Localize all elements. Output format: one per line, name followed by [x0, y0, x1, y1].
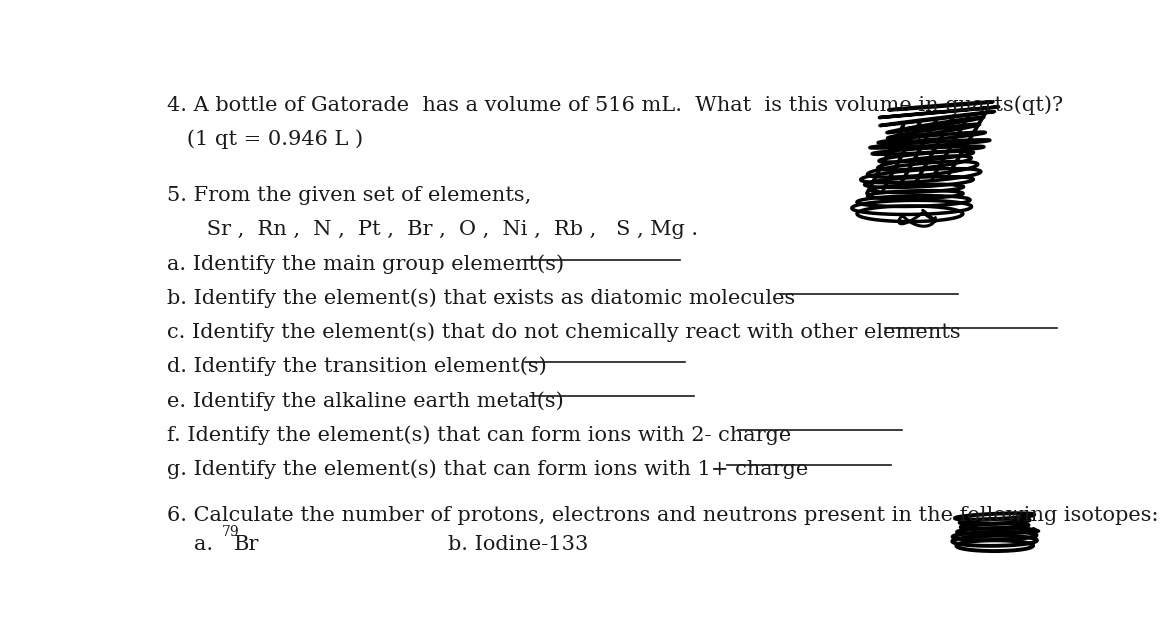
Text: e. Identify the alkaline earth metal(s): e. Identify the alkaline earth metal(s) [167, 391, 563, 411]
Text: 79: 79 [222, 525, 240, 539]
Text: Sr ,  Rn ,  N ,  Pt ,  Br ,  O ,  Ni ,  Rb ,   S , Mg .: Sr , Rn , N , Pt , Br , O , Ni , Rb , S … [167, 220, 699, 239]
Text: a. Identify the main group element(s): a. Identify the main group element(s) [167, 254, 564, 274]
Text: a.: a. [194, 535, 227, 554]
Text: f. Identify the element(s) that can form ions with 2- charge: f. Identify the element(s) that can form… [167, 425, 791, 445]
Text: g. Identify the element(s) that can form ions with 1+ charge: g. Identify the element(s) that can form… [167, 459, 808, 479]
Text: (1 qt = 0.946 L ): (1 qt = 0.946 L ) [167, 130, 363, 150]
Text: 5. From the given set of elements,: 5. From the given set of elements, [167, 186, 532, 205]
Text: b. Identify the element(s) that exists as diatomic molecules: b. Identify the element(s) that exists a… [167, 288, 795, 308]
Text: Br: Br [234, 535, 259, 554]
Text: 4. A bottle of Gatorade  has a volume of 516 mL.  What  is this volume in quarts: 4. A bottle of Gatorade has a volume of … [167, 96, 1063, 115]
Text: 6. Calculate the number of protons, electrons and neutrons present in the follow: 6. Calculate the number of protons, elec… [167, 506, 1158, 525]
Text: b. Iodine-133: b. Iodine-133 [448, 535, 588, 554]
Text: c. Identify the element(s) that do not chemically react with other elements: c. Identify the element(s) that do not c… [167, 323, 961, 342]
Text: d. Identify the transition element(s): d. Identify the transition element(s) [167, 357, 547, 377]
